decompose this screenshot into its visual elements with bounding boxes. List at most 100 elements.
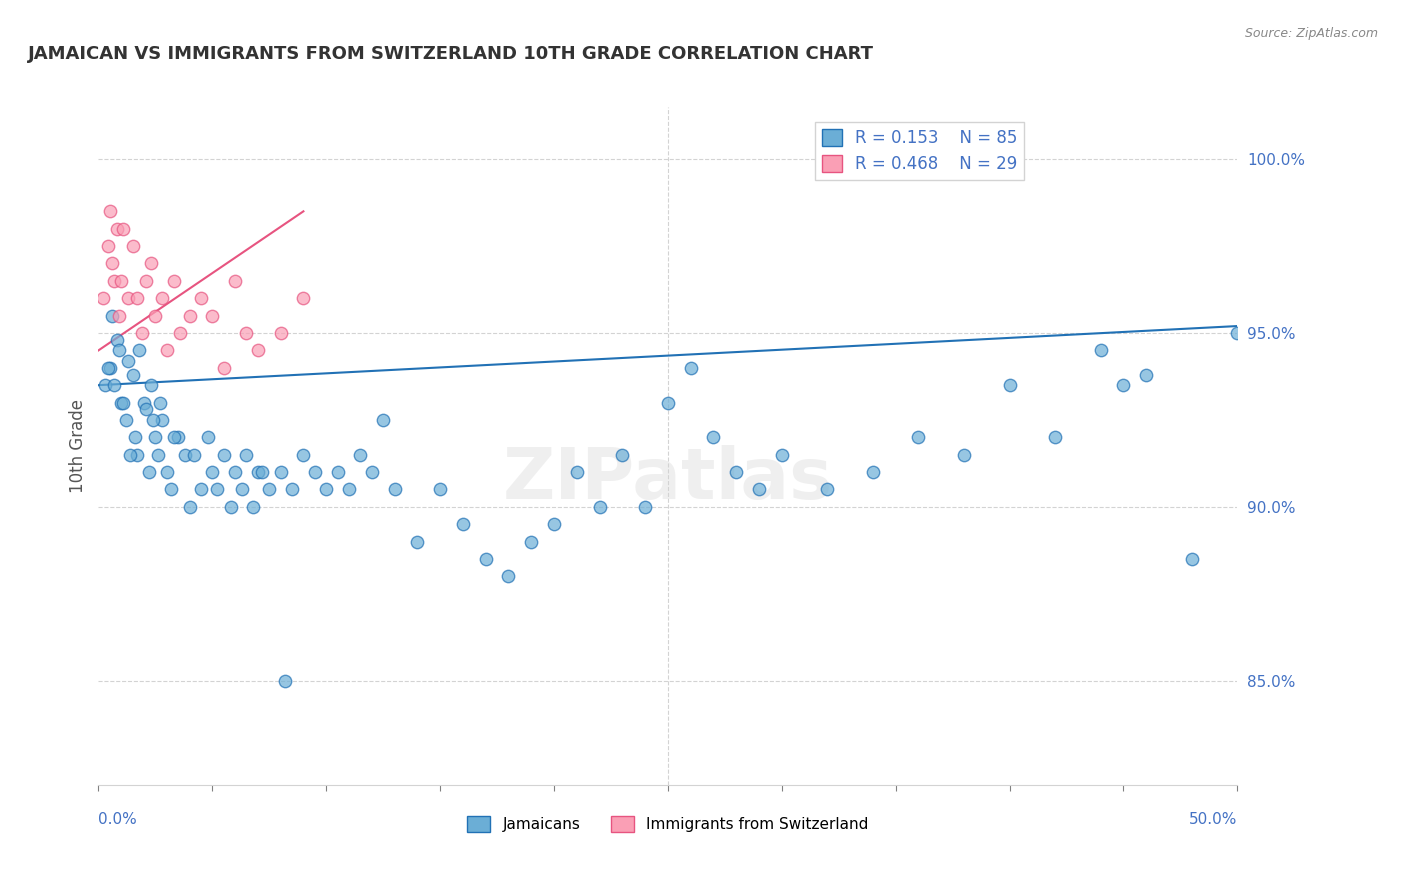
Point (292, 291, 315, 305)
Point (94, 378, 117, 392)
Point (224, 274, 246, 288)
Point (197, 430, 219, 444)
Point (543, 517, 565, 532)
Point (429, 483, 451, 497)
Point (114, 413, 136, 427)
Point (150, 413, 173, 427)
Point (112, 221, 135, 235)
Point (121, 368, 143, 382)
Point (907, 430, 929, 444)
Point (770, 448, 793, 462)
Point (132, 395, 155, 409)
Point (117, 354, 139, 368)
Point (105, 333, 128, 347)
Point (179, 309, 201, 323)
Text: 0.0%: 0.0% (98, 812, 138, 827)
Point (212, 448, 235, 462)
Point (96, 239, 118, 253)
Point (108, 309, 131, 323)
Point (145, 430, 167, 444)
Point (315, 483, 337, 497)
Point (520, 534, 543, 549)
Point (384, 483, 406, 497)
Point (156, 465, 179, 479)
Point (121, 239, 143, 253)
Point (105, 221, 128, 235)
Point (1043, 430, 1066, 444)
Point (96, 360, 118, 375)
Point (127, 448, 149, 462)
Point (127, 291, 149, 305)
Point (1226, 326, 1249, 340)
Point (201, 465, 224, 479)
Point (139, 378, 162, 392)
Point (205, 483, 228, 497)
Point (219, 500, 242, 514)
Point (270, 465, 292, 479)
Point (138, 465, 160, 479)
Point (337, 483, 360, 497)
Point (281, 483, 304, 497)
Point (174, 448, 197, 462)
Point (1181, 552, 1204, 566)
Point (190, 291, 212, 305)
Point (862, 465, 884, 479)
Point (145, 309, 167, 323)
Text: 50.0%: 50.0% (1189, 812, 1237, 827)
Point (110, 395, 132, 409)
Y-axis label: 10th Grade: 10th Grade (69, 399, 87, 493)
Point (91, 291, 114, 305)
Point (103, 274, 125, 288)
Point (235, 326, 257, 340)
Point (304, 465, 326, 479)
Point (498, 569, 520, 583)
Point (998, 378, 1021, 392)
Point (349, 448, 371, 462)
Text: ZIPatlas: ZIPatlas (503, 445, 832, 515)
Point (128, 343, 150, 358)
Point (190, 483, 212, 497)
Point (246, 465, 269, 479)
Point (108, 343, 131, 358)
Point (167, 430, 190, 444)
Point (117, 291, 139, 305)
Point (160, 483, 183, 497)
Point (101, 256, 124, 270)
Point (101, 309, 124, 323)
Point (149, 395, 172, 409)
Point (142, 413, 165, 427)
Point (1135, 368, 1157, 382)
Point (183, 448, 205, 462)
Point (156, 343, 179, 358)
Point (162, 430, 184, 444)
Point (139, 256, 162, 270)
Point (135, 402, 157, 417)
Point (252, 465, 274, 479)
Point (201, 309, 224, 323)
Point (179, 500, 201, 514)
Point (612, 448, 634, 462)
Point (124, 430, 146, 444)
Point (235, 448, 257, 462)
Point (748, 483, 770, 497)
Point (146, 448, 169, 462)
Point (135, 274, 157, 288)
Point (110, 274, 132, 288)
Point (953, 448, 976, 462)
Point (474, 552, 496, 566)
Text: Source: ZipAtlas.com: Source: ZipAtlas.com (1244, 27, 1378, 40)
Point (326, 465, 349, 479)
Point (406, 534, 429, 549)
Point (131, 326, 153, 340)
Point (259, 483, 281, 497)
Point (360, 465, 382, 479)
Point (112, 395, 135, 409)
Point (725, 465, 748, 479)
Point (292, 448, 315, 462)
Point (565, 465, 588, 479)
Point (815, 483, 838, 497)
Point (98, 204, 121, 219)
Legend: R = 0.153    N = 85, R = 0.468    N = 29: R = 0.153 N = 85, R = 0.468 N = 29 (815, 122, 1024, 180)
Point (274, 673, 297, 688)
Point (150, 291, 173, 305)
